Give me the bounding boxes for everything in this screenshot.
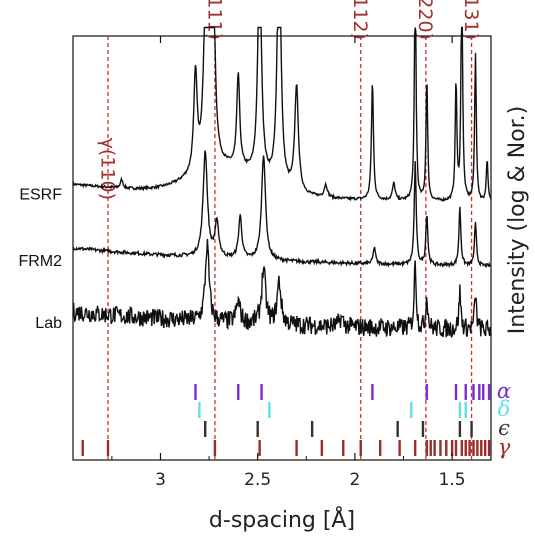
x-axis-label: d-spacing [Å] <box>209 506 355 533</box>
series-label-0: ESRF <box>19 187 62 204</box>
reference-label-0: γ(110) <box>96 138 118 200</box>
series-line-0 <box>73 28 491 201</box>
x-tick-label-3: 1.5 <box>439 470 466 490</box>
series-label-1: FRM2 <box>18 253 62 270</box>
phase-label-3: γ <box>498 435 511 459</box>
reference-lines: γ(110)γ(111) γ(112) γ(220) γ(131) <box>96 0 482 460</box>
x-axis-ticks: 3 2.5 2 1.5 <box>112 36 466 490</box>
series-labels: ESRF FRM2 Lab <box>18 187 62 332</box>
reference-label-2: γ(112) <box>349 0 371 40</box>
series-label-2: Lab <box>35 315 62 332</box>
x-tick-label-2: 2 <box>349 470 360 490</box>
x-tick-label-1: 2.5 <box>244 470 271 490</box>
series-traces <box>73 28 491 338</box>
y-axis-label: Intensity (log & Nor.) <box>505 106 530 335</box>
reference-label-4: γ(131) <box>460 0 482 40</box>
x-tick-label-0: 3 <box>155 470 166 490</box>
reference-label-3: γ(220) <box>414 0 436 40</box>
